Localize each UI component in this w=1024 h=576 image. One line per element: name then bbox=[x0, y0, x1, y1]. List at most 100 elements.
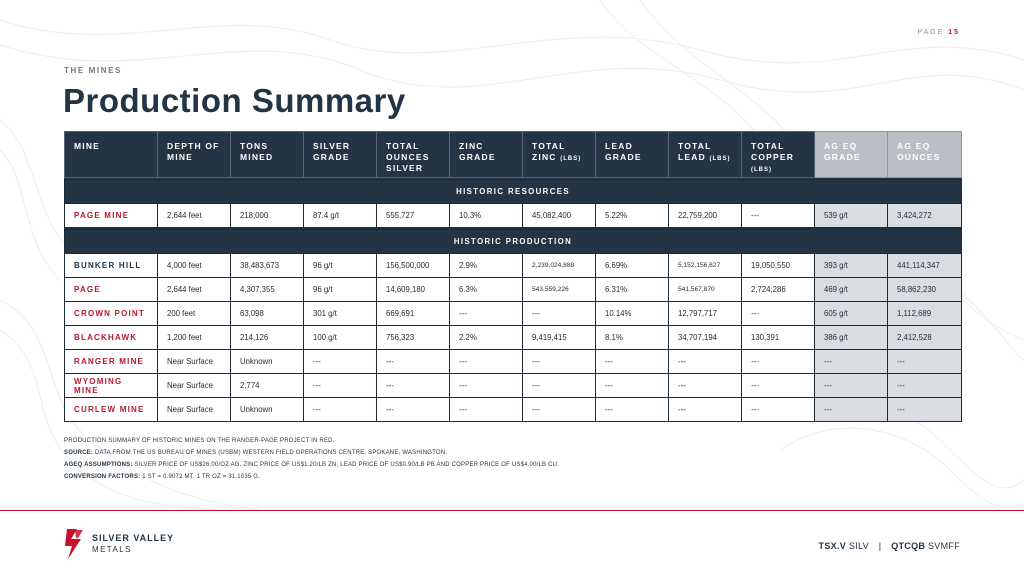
table-cell: --- bbox=[522, 397, 596, 422]
table-cell: 12,797,717 bbox=[668, 301, 742, 326]
table-cell: 386 g/t bbox=[814, 325, 888, 350]
table-cell: 96 g/t bbox=[303, 253, 377, 278]
table-cell: 22,759,200 bbox=[668, 203, 742, 228]
section-header: HISTORIC RESOURCES bbox=[64, 179, 962, 204]
table-cell: --- bbox=[595, 349, 669, 374]
table-cell: --- bbox=[522, 349, 596, 374]
table-cell: 1,200 feet bbox=[157, 325, 231, 350]
table-cell: --- bbox=[522, 373, 596, 398]
table-cell: 2,644 feet bbox=[157, 277, 231, 302]
table-cell: 6.69% bbox=[595, 253, 669, 278]
table-cell: --- bbox=[887, 397, 962, 422]
table-cell: --- bbox=[449, 349, 523, 374]
table-cell: --- bbox=[303, 397, 377, 422]
table-cell: --- bbox=[668, 349, 742, 374]
table-cell: 96 g/t bbox=[303, 277, 377, 302]
table-cell: 2,412,528 bbox=[887, 325, 962, 350]
table-cell: 469 g/t bbox=[814, 277, 888, 302]
column-header-text: MINE bbox=[74, 141, 101, 151]
table-cell: 14,609,180 bbox=[376, 277, 450, 302]
table-cell: --- bbox=[595, 373, 669, 398]
table-row: BUNKER HILL 4,000 feet 38,483,673 96 g/t 156… bbox=[64, 253, 962, 278]
column-header: DEPTH OF MINE bbox=[157, 131, 231, 178]
column-header-text: GRADE bbox=[824, 152, 861, 162]
lightning-s-logo-icon bbox=[65, 529, 83, 559]
table-cell: 605 g/t bbox=[814, 301, 888, 326]
mine-name: CROWN POINT bbox=[64, 301, 158, 326]
column-header: TOTAL COPPER (LBS) bbox=[741, 131, 815, 178]
table-cell: 34,707,194 bbox=[668, 325, 742, 350]
page-label: PAGE bbox=[917, 29, 945, 36]
table-cell: --- bbox=[814, 349, 888, 374]
table-header-row: MINE DEPTH OF MINE TONS MINED SILVER GRADE TOTA… bbox=[64, 131, 962, 178]
table-cell: --- bbox=[814, 373, 888, 398]
table-cell: 4,000 feet bbox=[157, 253, 231, 278]
column-header-text: SILVER bbox=[313, 141, 351, 151]
column-header-text: LEAD bbox=[605, 141, 633, 151]
table-cell: 393 g/t bbox=[814, 253, 888, 278]
column-header-unit: (LBS) bbox=[751, 167, 772, 173]
table-cell: --- bbox=[887, 373, 962, 398]
note-summary: PRODUCTION SUMMARY OF HISTORIC MINES ON … bbox=[64, 438, 335, 444]
column-header: AG EQ OUNCES bbox=[887, 131, 962, 178]
table-row: PAGE MINE 2,644 feet 218,000 87.4 g/t 555,72… bbox=[64, 203, 962, 228]
column-header-text: TOTAL bbox=[751, 141, 785, 151]
table-cell: --- bbox=[449, 301, 523, 326]
table-cell: 8.1% bbox=[595, 325, 669, 350]
table-row: PAGE 2,644 feet 4,307,355 96 g/t 14,609,180 6… bbox=[64, 277, 962, 302]
column-header: AG EQ GRADE bbox=[814, 131, 888, 178]
table-cell: 218,000 bbox=[230, 203, 304, 228]
column-header-text: ZINC bbox=[459, 141, 484, 151]
table-cell: Near Surface bbox=[157, 397, 231, 422]
table-cell: --- bbox=[741, 349, 815, 374]
table-notes: PRODUCTION SUMMARY OF HISTORIC MINES ON … bbox=[64, 435, 559, 483]
page-title: Production Summary bbox=[63, 82, 406, 119]
column-header: TOTAL OUNCES SILVER bbox=[376, 131, 450, 178]
table-cell: 6.31% bbox=[595, 277, 669, 302]
note-ageq: AGEQ ASSUMPTIONS: SILVER PRICE OF US$26.… bbox=[64, 459, 559, 471]
company-logo: SILVER VALLEY METALS bbox=[63, 527, 174, 561]
column-header-text: ZINC bbox=[532, 152, 557, 162]
mine-name: PAGE bbox=[64, 277, 158, 302]
table-cell: 555,727 bbox=[376, 203, 450, 228]
column-header: TONS MINED bbox=[230, 131, 304, 178]
logo-line1: SILVER VALLEY bbox=[92, 533, 175, 543]
table-cell: 5,152,156,627 bbox=[668, 253, 742, 278]
table-cell: --- bbox=[303, 373, 377, 398]
column-header: TOTAL LEAD (LBS) bbox=[668, 131, 742, 178]
column-header: MINE bbox=[64, 131, 158, 178]
table-cell: --- bbox=[449, 397, 523, 422]
column-header-text: SILVER bbox=[386, 163, 424, 173]
table-cell: 756,323 bbox=[376, 325, 450, 350]
page-number: PAGE 15 bbox=[917, 29, 960, 36]
table-cell: 5.22% bbox=[595, 203, 669, 228]
column-header-text: DEPTH OF bbox=[167, 141, 220, 151]
mine-name: BUNKER HILL bbox=[64, 253, 158, 278]
ticker-separator: | bbox=[878, 541, 882, 551]
ticker1-exchange: TSX.V bbox=[818, 541, 847, 551]
table-cell: --- bbox=[741, 373, 815, 398]
mine-name: BLACKHAWK bbox=[64, 325, 158, 350]
note-ageq-label: AGEQ ASSUMPTIONS: bbox=[64, 462, 133, 468]
table-cell: Near Surface bbox=[157, 373, 231, 398]
table-cell: 2,239,024,888 bbox=[522, 253, 596, 278]
column-header-text: COPPER bbox=[751, 152, 795, 162]
note-source-text: DATA FROM THE US BUREAU OF MINES (USBM) … bbox=[94, 450, 448, 456]
table-row: BLACKHAWK 1,200 feet 214,126 100 g/t 756,323… bbox=[64, 325, 962, 350]
table-cell: 2.2% bbox=[449, 325, 523, 350]
column-header-text: LEAD bbox=[678, 152, 706, 162]
table-row: RANGER MINE Near Surface Unknown --- --- --- -… bbox=[64, 349, 962, 374]
table-row: WYOMING MINE Near Surface 2,774 --- --- --- --… bbox=[64, 373, 962, 398]
section-header: HISTORIC PRODUCTION bbox=[64, 229, 962, 254]
table-cell: 669,691 bbox=[376, 301, 450, 326]
table-cell: 543,559,226 bbox=[522, 277, 596, 302]
table-cell: 10.14% bbox=[595, 301, 669, 326]
table-cell: --- bbox=[376, 397, 450, 422]
table-cell: 130,391 bbox=[741, 325, 815, 350]
logo-line2: METALS bbox=[92, 545, 132, 554]
table-cell: --- bbox=[814, 397, 888, 422]
table-cell: 214,126 bbox=[230, 325, 304, 350]
table-cell: 541,567,870 bbox=[668, 277, 742, 302]
table-cell: 2,724,286 bbox=[741, 277, 815, 302]
table-cell: --- bbox=[741, 301, 815, 326]
